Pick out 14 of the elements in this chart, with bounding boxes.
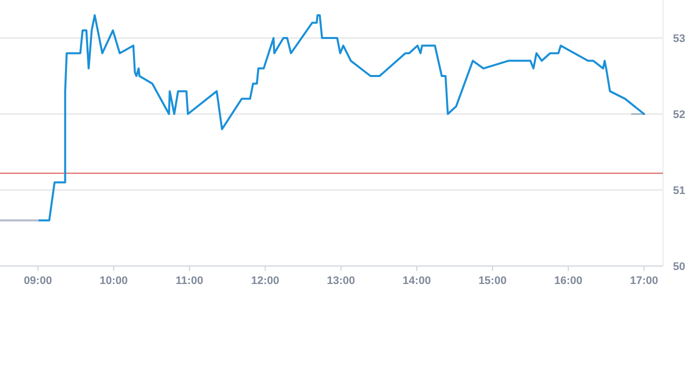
y-tick-label: 53 — [673, 33, 686, 45]
x-tick-label: 12:00 — [251, 275, 280, 287]
line-series — [38, 14, 646, 222]
x-tick-label: 17:00 — [630, 275, 658, 287]
y-tick-label: 52 — [673, 109, 686, 121]
y-tick-label: 50 — [673, 261, 686, 273]
x-tick-label: 11:00 — [176, 275, 204, 287]
x-tick-label: 16:00 — [554, 275, 582, 287]
x-tick-label: 14:00 — [402, 275, 431, 287]
x-tick-label: 09:00 — [24, 275, 52, 287]
y-tick-label: 51 — [673, 185, 686, 197]
x-tick-label: 10:00 — [100, 275, 128, 287]
x-tick-label: 15:00 — [478, 275, 507, 287]
x-tick-label: 13:00 — [326, 275, 356, 287]
